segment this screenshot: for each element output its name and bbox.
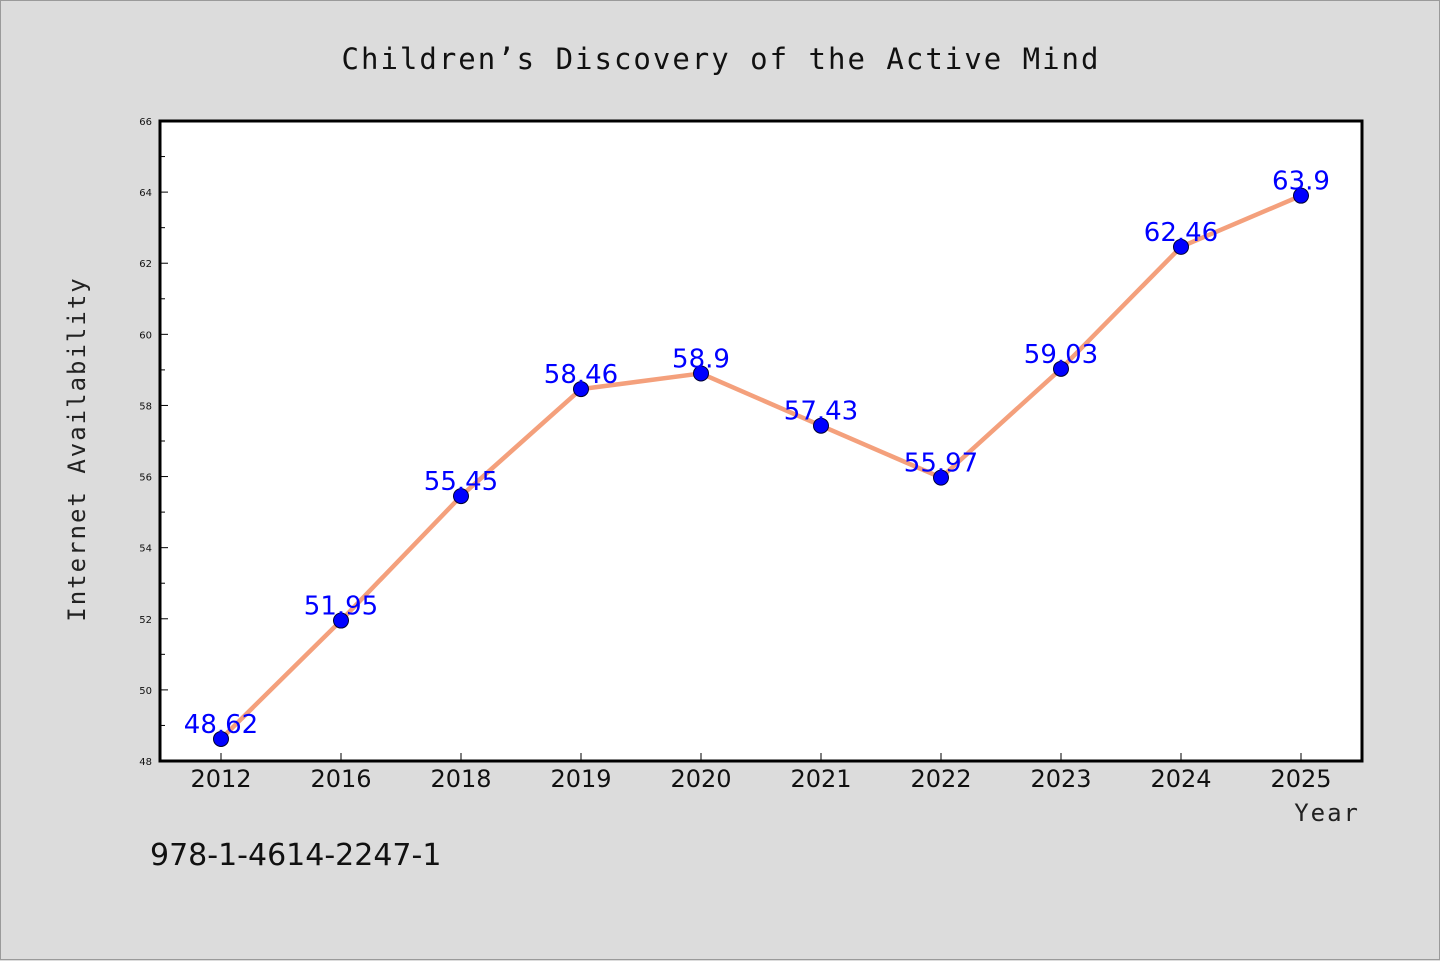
data-point bbox=[1293, 187, 1309, 204]
data-point bbox=[453, 488, 469, 505]
x-tick-label: 2025 bbox=[1270, 765, 1331, 793]
plot-area bbox=[158, 119, 1364, 763]
data-label: 55.97 bbox=[904, 449, 978, 479]
x-tick-label: 2022 bbox=[910, 765, 971, 793]
y-tick-label: 54 bbox=[139, 544, 152, 555]
y-axis-label: Internet Availability bbox=[63, 276, 91, 621]
y-tick-label: 50 bbox=[139, 686, 152, 697]
chart-title: Children’s Discovery of the Active Mind bbox=[342, 42, 1101, 76]
data-label: 55.45 bbox=[424, 467, 498, 497]
data-point bbox=[933, 469, 949, 486]
data-label: 59.03 bbox=[1024, 340, 1098, 370]
x-tick-label: 2019 bbox=[550, 765, 611, 793]
data-label: 51.95 bbox=[304, 592, 378, 622]
y-tick-label: 58 bbox=[139, 401, 152, 412]
data-point bbox=[1173, 238, 1189, 255]
y-tick-label: 48 bbox=[139, 757, 152, 768]
data-point bbox=[213, 730, 229, 747]
series-line bbox=[218, 193, 1304, 742]
data-point bbox=[1053, 360, 1069, 377]
y-tick-label: 66 bbox=[139, 117, 152, 128]
x-tick-label: 2018 bbox=[430, 765, 491, 793]
data-label: 63.9 bbox=[1272, 167, 1330, 197]
data-point bbox=[693, 365, 709, 382]
data-point bbox=[333, 612, 349, 629]
y-tick-label: 60 bbox=[139, 330, 152, 341]
y-axis: 48 50 52 54 56 58 60 62 64 66 bbox=[139, 117, 168, 768]
x-tick-label: 2020 bbox=[670, 765, 731, 793]
data-label: 62.46 bbox=[1144, 218, 1218, 248]
x-tick-label: 2024 bbox=[1150, 765, 1211, 793]
x-tick-label: 2021 bbox=[790, 765, 851, 793]
isbn-text: 978-1-4614-2247-1 bbox=[150, 838, 441, 873]
data-label: 57.43 bbox=[784, 397, 858, 427]
x-tick-label: 2012 bbox=[190, 765, 251, 793]
y-tick-label: 56 bbox=[139, 473, 152, 484]
x-axis-label: Year bbox=[1294, 799, 1360, 827]
data-point bbox=[813, 417, 829, 434]
data-label: 58.46 bbox=[544, 360, 618, 390]
y-tick-label: 52 bbox=[139, 615, 152, 626]
data-label: 58.9 bbox=[672, 344, 730, 374]
y-tick-label: 62 bbox=[139, 259, 152, 270]
data-label: 48.62 bbox=[184, 710, 258, 740]
y-tick-label: 64 bbox=[139, 188, 152, 199]
series-layer: 48.62 51.95 55.45 58.46 58.9 57.43 55.97 59.03 6… bbox=[184, 167, 1330, 747]
x-tick-label: 2023 bbox=[1030, 765, 1091, 793]
x-axis: 2012 2016 2018 2019 2020 2021 2022 2023 2024 2025 bbox=[190, 753, 1332, 793]
x-tick-label: 2016 bbox=[310, 765, 371, 793]
data-point bbox=[573, 381, 589, 398]
